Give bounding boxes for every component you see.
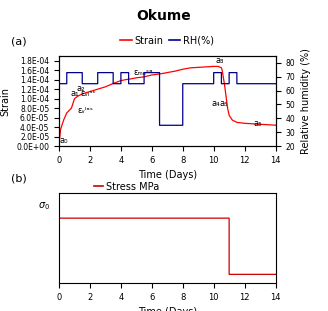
X-axis label: Time (Days): Time (Days) bbox=[138, 307, 197, 311]
Text: a₅: a₅ bbox=[219, 99, 228, 108]
Legend: Strain, RH(%): Strain, RH(%) bbox=[116, 32, 218, 50]
Y-axis label: Strain: Strain bbox=[1, 86, 11, 115]
Text: Okume: Okume bbox=[137, 9, 191, 23]
Text: $\sigma_0$: $\sigma_0$ bbox=[38, 201, 51, 212]
Text: a₁: a₁ bbox=[70, 89, 79, 98]
Text: εᵥᵢˢᶜ: εᵥᵢˢᶜ bbox=[81, 89, 96, 98]
Text: a₃: a₃ bbox=[215, 57, 224, 65]
Text: a₆: a₆ bbox=[254, 119, 262, 128]
Text: a₀: a₀ bbox=[60, 136, 68, 145]
Text: a₄: a₄ bbox=[211, 99, 220, 108]
Text: εₘₑᶜᵃ: εₘₑᶜᵃ bbox=[133, 68, 153, 77]
X-axis label: Time (Days): Time (Days) bbox=[138, 170, 197, 180]
Legend: Stress MPa: Stress MPa bbox=[90, 178, 164, 196]
Y-axis label: Relative humidity (%): Relative humidity (%) bbox=[300, 48, 311, 154]
Text: a₂: a₂ bbox=[77, 85, 85, 93]
Text: (a): (a) bbox=[11, 36, 27, 46]
Text: εᵥˡᵃˢ: εᵥˡᵃˢ bbox=[78, 106, 93, 115]
Text: (b): (b) bbox=[11, 173, 27, 183]
